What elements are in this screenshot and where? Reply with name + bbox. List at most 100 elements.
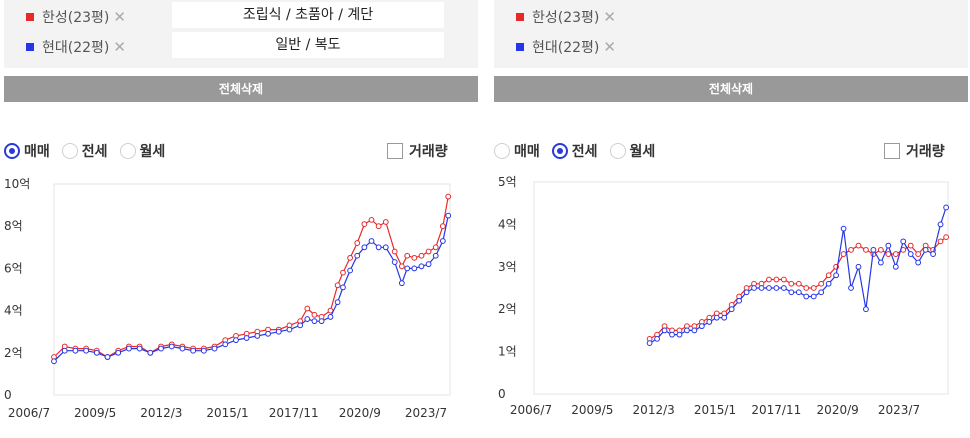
data-point[interactable]	[368, 238, 375, 244]
data-point[interactable]	[676, 331, 683, 338]
data-point[interactable]	[243, 335, 250, 341]
data-point[interactable]	[391, 259, 398, 265]
legend-item-hyundai[interactable]: 현대(22평) ✕	[26, 37, 126, 57]
volume-checkbox[interactable]	[884, 143, 900, 159]
data-point[interactable]	[411, 265, 418, 272]
data-point[interactable]	[773, 276, 780, 283]
data-point[interactable]	[439, 223, 446, 230]
data-point[interactable]	[361, 221, 368, 227]
volume-checkbox[interactable]	[387, 143, 403, 159]
data-point[interactable]	[275, 328, 282, 335]
radio-monthly[interactable]: 월세	[609, 141, 655, 161]
data-point[interactable]	[937, 238, 944, 245]
radio-circle[interactable]	[4, 143, 20, 159]
data-point[interactable]	[136, 345, 143, 352]
data-point[interactable]	[104, 354, 111, 360]
data-point[interactable]	[788, 280, 795, 287]
data-point[interactable]	[83, 347, 90, 354]
data-point[interactable]	[943, 234, 950, 241]
data-point[interactable]	[803, 285, 810, 291]
data-point[interactable]	[432, 252, 439, 259]
data-point[interactable]	[691, 327, 698, 334]
close-icon[interactable]: ✕	[113, 8, 126, 26]
data-point[interactable]	[863, 246, 869, 253]
data-point[interactable]	[810, 285, 817, 291]
data-point[interactable]	[445, 193, 452, 200]
data-point[interactable]	[825, 272, 832, 279]
data-point[interactable]	[425, 248, 432, 255]
radio-jeonse[interactable]: 전세	[61, 141, 108, 161]
data-point[interactable]	[840, 251, 847, 257]
data-point[interactable]	[334, 282, 341, 289]
delete-all-button[interactable]: 전체삭제	[494, 76, 968, 102]
data-point[interactable]	[297, 322, 304, 329]
data-point[interactable]	[439, 238, 446, 244]
data-point[interactable]	[795, 289, 802, 296]
data-point[interactable]	[354, 252, 361, 259]
data-point[interactable]	[222, 341, 229, 348]
data-point[interactable]	[286, 326, 293, 333]
data-point[interactable]	[758, 285, 765, 291]
data-point[interactable]	[304, 316, 311, 322]
data-point[interactable]	[788, 289, 795, 296]
close-icon[interactable]: ✕	[113, 38, 126, 56]
data-point[interactable]	[318, 318, 325, 325]
data-point[interactable]	[340, 269, 346, 276]
data-point[interactable]	[200, 347, 207, 354]
data-point[interactable]	[179, 345, 186, 352]
data-point[interactable]	[818, 280, 825, 287]
data-point[interactable]	[382, 244, 389, 251]
data-point[interactable]	[810, 293, 817, 300]
close-icon[interactable]: ✕	[603, 38, 616, 56]
data-point[interactable]	[892, 251, 899, 257]
legend-item-hyundai[interactable]: 현대(22평) ✕	[516, 37, 616, 57]
legend-item-hansung[interactable]: 한성(23평) ✕	[516, 7, 616, 27]
radio-circle[interactable]	[551, 143, 568, 159]
data-point[interactable]	[361, 244, 368, 251]
data-point[interactable]	[93, 349, 100, 356]
data-point[interactable]	[368, 216, 375, 223]
data-point[interactable]	[411, 254, 418, 261]
data-point[interactable]	[72, 347, 79, 354]
data-point[interactable]	[795, 280, 802, 287]
data-point[interactable]	[900, 238, 907, 245]
data-point[interactable]	[375, 223, 382, 230]
data-point[interactable]	[398, 280, 405, 287]
volume-toggle[interactable]: 거래량	[884, 141, 945, 161]
data-point[interactable]	[751, 285, 757, 291]
legend-item-hansung[interactable]: 한성(23평) ✕	[26, 7, 126, 27]
data-point[interactable]	[780, 276, 787, 283]
data-point[interactable]	[930, 251, 936, 257]
data-point[interactable]	[445, 212, 452, 219]
data-point[interactable]	[404, 265, 411, 272]
data-point[interactable]	[233, 337, 239, 344]
data-point[interactable]	[773, 285, 780, 291]
data-point[interactable]	[115, 349, 122, 356]
data-point[interactable]	[418, 252, 425, 259]
data-point[interactable]	[885, 242, 892, 249]
data-point[interactable]	[818, 289, 825, 296]
data-point[interactable]	[721, 314, 728, 321]
delete-all-button[interactable]: 전체삭제	[4, 76, 478, 102]
data-point[interactable]	[713, 314, 720, 321]
data-point[interactable]	[158, 345, 164, 352]
data-point[interactable]	[943, 204, 950, 211]
data-point[interactable]	[190, 347, 197, 354]
data-point[interactable]	[327, 314, 334, 320]
data-point[interactable]	[728, 306, 735, 313]
radio-jeonse[interactable]: 전세	[551, 141, 598, 161]
data-point[interactable]	[825, 280, 832, 287]
data-point[interactable]	[698, 323, 705, 330]
data-point[interactable]	[61, 347, 68, 354]
data-point[interactable]	[706, 319, 713, 325]
data-point[interactable]	[877, 259, 884, 266]
data-point[interactable]	[347, 267, 354, 274]
data-point[interactable]	[870, 246, 877, 253]
data-point[interactable]	[885, 251, 892, 257]
data-point[interactable]	[654, 335, 660, 342]
data-point[interactable]	[304, 305, 311, 312]
data-point[interactable]	[51, 358, 57, 365]
data-point[interactable]	[833, 272, 840, 279]
data-point[interactable]	[404, 252, 411, 259]
data-point[interactable]	[126, 345, 132, 352]
